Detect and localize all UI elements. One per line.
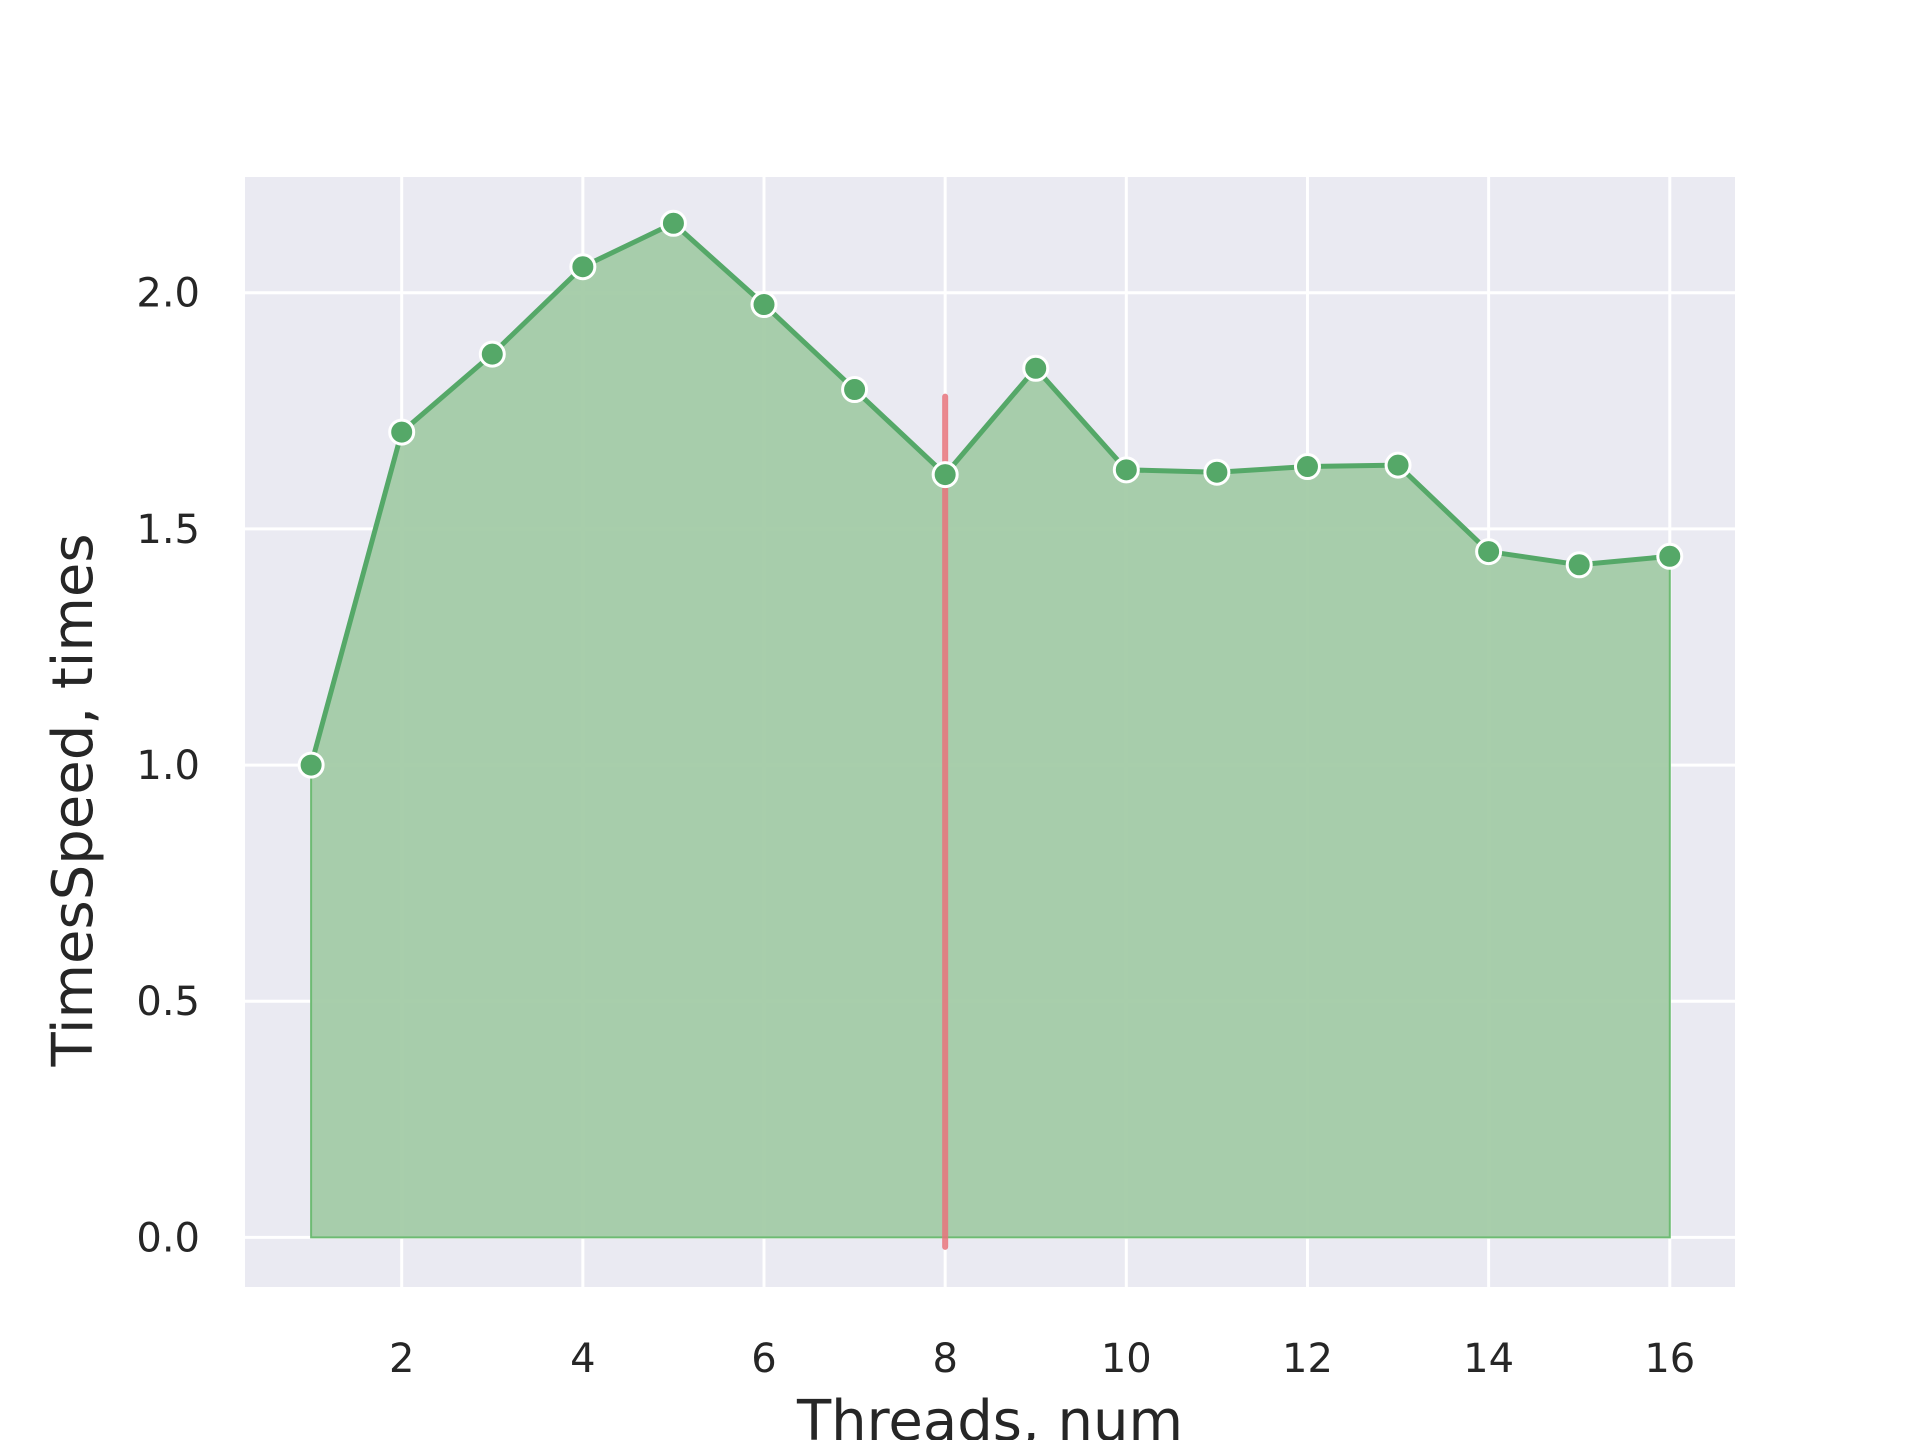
data-point bbox=[388, 418, 416, 446]
data-point bbox=[1656, 542, 1684, 570]
x-tick-label: 2 bbox=[389, 1336, 414, 1382]
x-tick-label: 4 bbox=[570, 1336, 595, 1382]
data-point bbox=[841, 376, 869, 404]
y-tick-label: 0.0 bbox=[136, 1215, 200, 1261]
data-point bbox=[1022, 354, 1050, 382]
data-points bbox=[297, 209, 1684, 779]
x-tick-label: 12 bbox=[1282, 1336, 1333, 1382]
series-polyline bbox=[308, 220, 1671, 766]
data-point bbox=[1384, 451, 1412, 479]
y-tick-labels: 0.0 0.5 1.0 1.5 2.0 bbox=[136, 271, 200, 1262]
data-point bbox=[1203, 458, 1231, 486]
y-tick-label: 1.0 bbox=[136, 743, 200, 789]
data-point bbox=[750, 291, 778, 319]
data-point bbox=[931, 461, 959, 489]
y-tick-label: 1.5 bbox=[136, 507, 200, 553]
x-tick-label: 16 bbox=[1644, 1336, 1695, 1382]
data-point bbox=[1475, 538, 1503, 566]
data-point bbox=[297, 751, 325, 779]
data-point bbox=[1293, 453, 1321, 481]
data-point bbox=[569, 253, 597, 281]
y-axis-label: TimesSpeed, times bbox=[41, 533, 106, 1067]
data-point bbox=[1112, 456, 1140, 484]
x-tick-label: 14 bbox=[1463, 1336, 1514, 1382]
x-tick-labels: 2 4 6 8 10 12 14 16 bbox=[389, 1336, 1695, 1382]
y-tick-label: 2.0 bbox=[136, 271, 200, 317]
y-tick-label: 0.5 bbox=[136, 979, 200, 1025]
data-point bbox=[478, 340, 506, 368]
x-axis-label: Threads, num bbox=[796, 1389, 1183, 1440]
series-line bbox=[308, 220, 1671, 766]
x-tick-label: 6 bbox=[751, 1336, 776, 1382]
data-point bbox=[659, 209, 687, 237]
data-point bbox=[1565, 551, 1593, 579]
x-tick-label: 8 bbox=[932, 1336, 957, 1382]
x-tick-label: 10 bbox=[1101, 1336, 1152, 1382]
